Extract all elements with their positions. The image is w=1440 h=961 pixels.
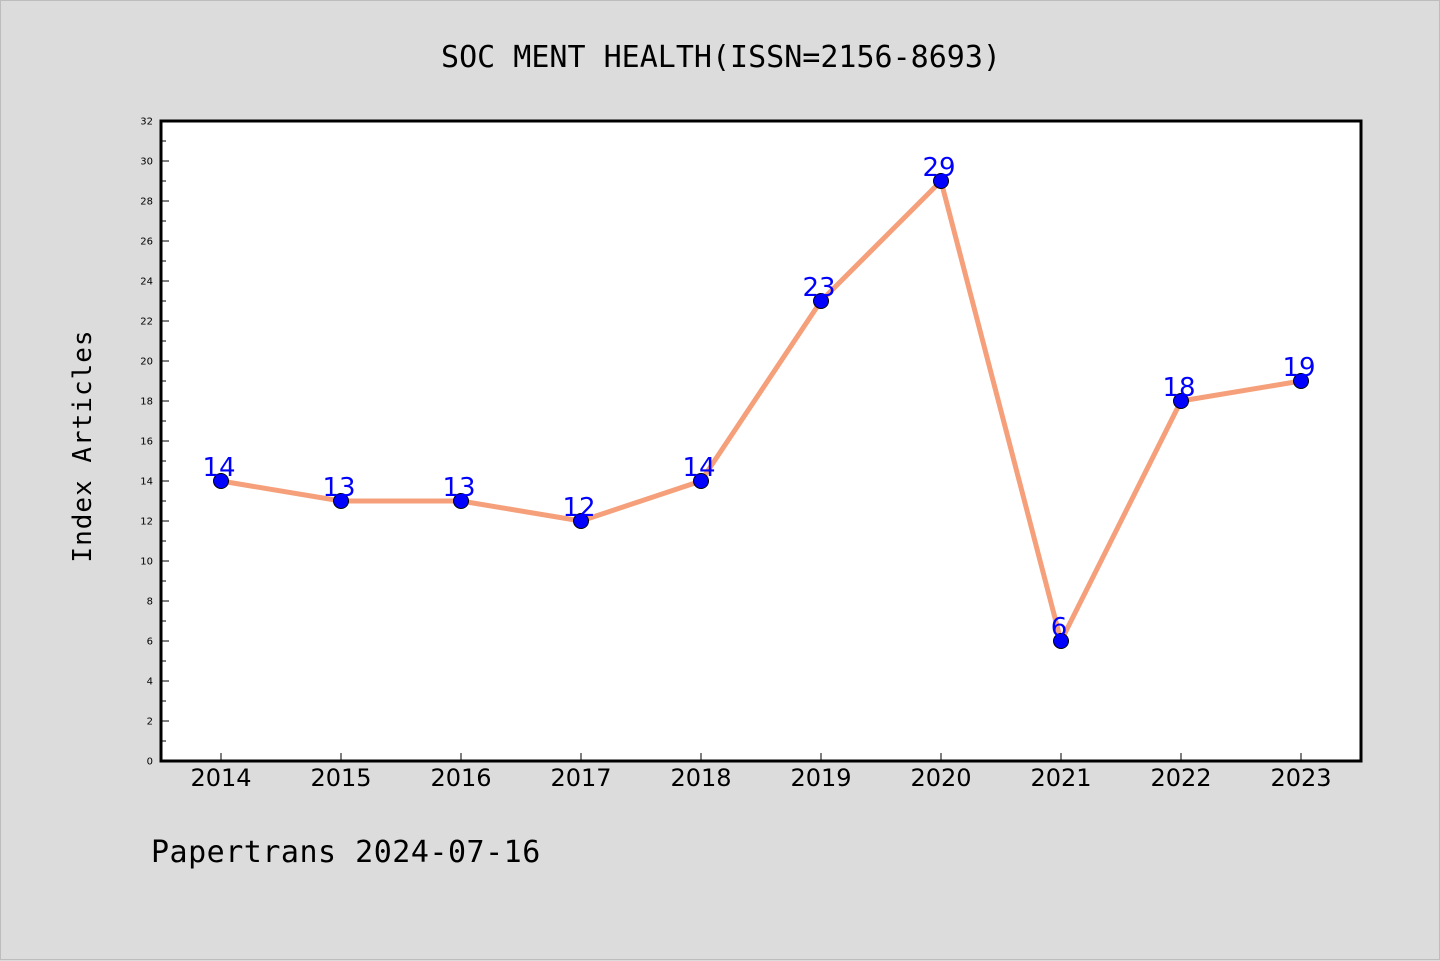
x-axis-ticks: 2014 2015 2016 2017 2018 2019 2020 2021 2022 2023 <box>190 753 1332 792</box>
data-label: 14 <box>682 453 715 483</box>
y-tick-label: 12 <box>140 517 153 528</box>
data-point <box>1173 393 1189 409</box>
x-tick-label: 2014 <box>190 764 251 792</box>
x-tick-label: 2021 <box>1030 764 1091 792</box>
x-tick-label: 2023 <box>1270 764 1331 792</box>
x-tick-label: 2018 <box>670 764 731 792</box>
y-tick-label: 26 <box>140 237 153 248</box>
data-label: 13 <box>322 473 355 503</box>
data-label: 18 <box>1162 373 1195 403</box>
y-tick-label: 24 <box>140 277 153 288</box>
data-point <box>1293 373 1309 389</box>
x-tick-label: 2016 <box>430 764 491 792</box>
y-tick-label: 30 <box>140 157 153 168</box>
y-tick-label: 14 <box>140 477 153 488</box>
x-tick-label: 2020 <box>910 764 971 792</box>
x-tick-label: 2022 <box>1150 764 1211 792</box>
y-tick-label: 6 <box>147 637 153 648</box>
y-tick-label: 8 <box>147 597 153 608</box>
data-label: 6 <box>1051 613 1068 643</box>
data-label: 29 <box>922 153 955 183</box>
y-tick-label: 32 <box>140 117 153 128</box>
chart-title: SOC MENT HEALTH(ISSN=2156-8693) <box>441 40 1001 75</box>
data-label: 12 <box>562 493 595 523</box>
data-point <box>933 173 949 189</box>
plot-border <box>159 119 1363 763</box>
data-point <box>453 493 469 509</box>
data-label: 13 <box>442 473 475 503</box>
y-tick-label: 10 <box>140 557 153 568</box>
y-tick-label: 0 <box>147 757 153 768</box>
data-point <box>333 493 349 509</box>
y-tick-label: 2 <box>147 717 153 728</box>
y-tick-label: 22 <box>140 317 153 328</box>
plot-area <box>161 121 1361 761</box>
y-axis-label: Index Articles <box>68 329 98 562</box>
x-tick-label: 2019 <box>790 764 851 792</box>
footer-text: Papertrans 2024-07-16 <box>151 835 541 870</box>
y-tick-label: 28 <box>140 197 153 208</box>
data-point <box>693 473 709 489</box>
data-point <box>813 293 829 309</box>
series-layer: 14 13 13 12 14 23 29 6 18 19 <box>202 153 1316 649</box>
data-point <box>1053 633 1069 649</box>
data-point <box>213 473 229 489</box>
x-tick-label: 2015 <box>310 764 371 792</box>
data-label: 23 <box>802 273 835 303</box>
data-label: 19 <box>1282 353 1315 383</box>
data-label: 14 <box>202 453 235 483</box>
data-point <box>573 513 589 529</box>
y-tick-label: 16 <box>140 437 153 448</box>
y-tick-label: 20 <box>140 357 153 368</box>
y-tick-label: 4 <box>147 677 153 688</box>
y-tick-label: 18 <box>140 397 153 408</box>
x-tick-label: 2017 <box>550 764 611 792</box>
series-line <box>218 178 1304 644</box>
